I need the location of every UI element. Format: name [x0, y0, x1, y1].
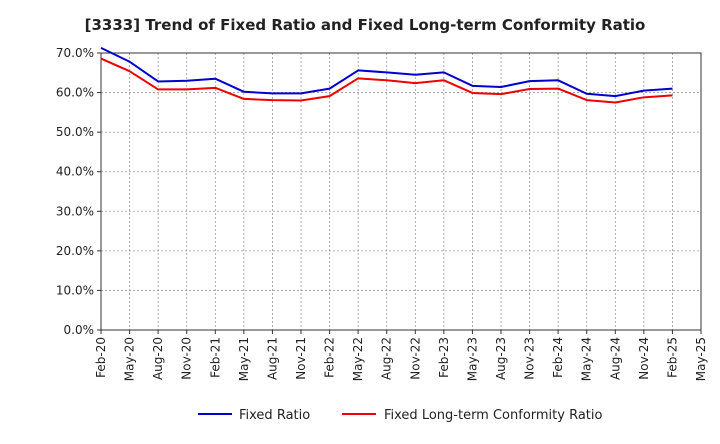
x-tick-label: Feb-24 — [551, 337, 565, 378]
y-tick-label: 30.0% — [56, 204, 94, 218]
y-tick-label: 50.0% — [56, 125, 94, 139]
chart-title: [3333] Trend of Fixed Ratio and Fixed Lo… — [85, 16, 646, 34]
x-tick-label: Nov-22 — [408, 337, 422, 380]
x-tick-label: Aug-23 — [494, 337, 508, 380]
x-tick-label: Nov-20 — [180, 337, 194, 380]
x-tick-label: Aug-22 — [380, 337, 394, 380]
y-tick-label: 10.0% — [56, 283, 94, 297]
x-tick-label: May-23 — [465, 337, 479, 381]
x-tick-label: Aug-24 — [608, 337, 622, 380]
plot-frame — [100, 52, 702, 331]
x-tick-label: May-24 — [580, 337, 594, 381]
series-line-fixed-ratio — [100, 46, 673, 98]
y-tick-label: 0.0% — [64, 323, 95, 337]
x-tick-label: Feb-20 — [94, 337, 108, 378]
x-axis-ticks: Feb-20 May-20 Aug-20 Nov-20 Feb-21 May-21 Aug-… — [94, 330, 708, 381]
y-tick-label: 40.0% — [56, 165, 94, 179]
grid-lines — [101, 52, 701, 330]
x-tick-label: May-20 — [123, 337, 137, 381]
y-axis-ticks: 0.0% 10.0% 20.0% 30.0% 40.0% 50.0% 60.0% 70.0% — [56, 46, 101, 337]
x-tick-label: Feb-22 — [323, 337, 337, 378]
x-tick-label: May-25 — [694, 337, 708, 381]
series-lines — [100, 46, 673, 104]
x-tick-label: Feb-25 — [665, 337, 679, 378]
x-tick-label: May-22 — [351, 337, 365, 381]
x-tick-label: Aug-21 — [265, 337, 279, 380]
series-line-fixed-long-term-conformity-ratio — [100, 57, 673, 104]
x-tick-label: Aug-20 — [151, 337, 165, 380]
x-tick-label: Nov-24 — [637, 337, 651, 380]
legend: Fixed Ratio Fixed Long-term Conformity R… — [198, 408, 603, 423]
x-tick-label: Nov-23 — [523, 337, 537, 380]
y-tick-label: 20.0% — [56, 244, 94, 258]
y-tick-label: 70.0% — [56, 46, 94, 60]
x-tick-label: Feb-23 — [437, 337, 451, 378]
legend-label-fixed-ratio: Fixed Ratio — [239, 408, 310, 423]
x-tick-label: Nov-21 — [294, 337, 308, 380]
x-tick-label: Feb-21 — [208, 337, 222, 378]
y-tick-label: 60.0% — [56, 86, 94, 100]
legend-label-fixed-long-term-conformity-ratio: Fixed Long-term Conformity Ratio — [384, 408, 603, 423]
x-tick-label: May-21 — [237, 337, 251, 381]
axes — [100, 52, 702, 331]
